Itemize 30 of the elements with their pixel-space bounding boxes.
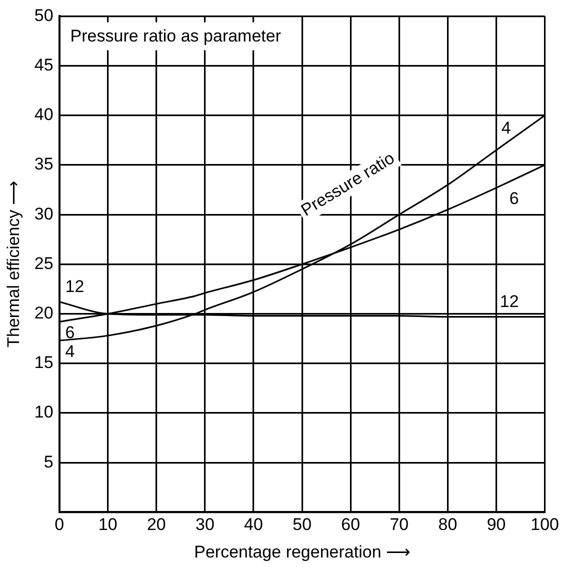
series-label: 6 bbox=[65, 322, 75, 342]
x-tick-label: 60 bbox=[341, 515, 360, 534]
x-tick-label: 20 bbox=[146, 515, 166, 534]
y-tick-label: 10 bbox=[34, 402, 54, 422]
x-tick-label: 80 bbox=[438, 515, 458, 534]
x-tick-label: 10 bbox=[98, 515, 118, 534]
y-tick-label: 40 bbox=[34, 105, 54, 124]
x-tick-label: 30 bbox=[196, 515, 214, 534]
y-tick-label: 25 bbox=[34, 254, 54, 273]
x-tick-label: 40 bbox=[244, 515, 263, 534]
y-tick-label: 20 bbox=[34, 303, 54, 322]
y-tick-label: 15 bbox=[34, 353, 54, 372]
y-tick-label: 5 bbox=[44, 452, 54, 472]
text: 6 bbox=[509, 189, 519, 208]
x-tick-label: 0 bbox=[54, 515, 64, 534]
y-axis-title: Thermal efficiency ⟶ bbox=[4, 181, 23, 348]
text: 12 bbox=[65, 277, 84, 296]
y-tick-label: 45 bbox=[34, 55, 54, 74]
annotation: Pressure ratio as parameter bbox=[70, 26, 282, 46]
x-tick-label: 100 bbox=[530, 515, 560, 534]
series-label: 12 bbox=[500, 292, 519, 311]
y-tick-label: 50 bbox=[34, 6, 54, 25]
y-tick-label: 35 bbox=[34, 154, 54, 174]
text: 4 bbox=[65, 342, 75, 361]
y-tick-label: 30 bbox=[34, 204, 54, 224]
x-tick-label: 70 bbox=[390, 515, 409, 534]
x-tick-label: 50 bbox=[292, 515, 312, 534]
x-tick-label: 90 bbox=[486, 515, 506, 534]
x-axis-title: Percentage regeneration ⟶ bbox=[194, 542, 410, 562]
series-label: 4 bbox=[501, 118, 511, 138]
